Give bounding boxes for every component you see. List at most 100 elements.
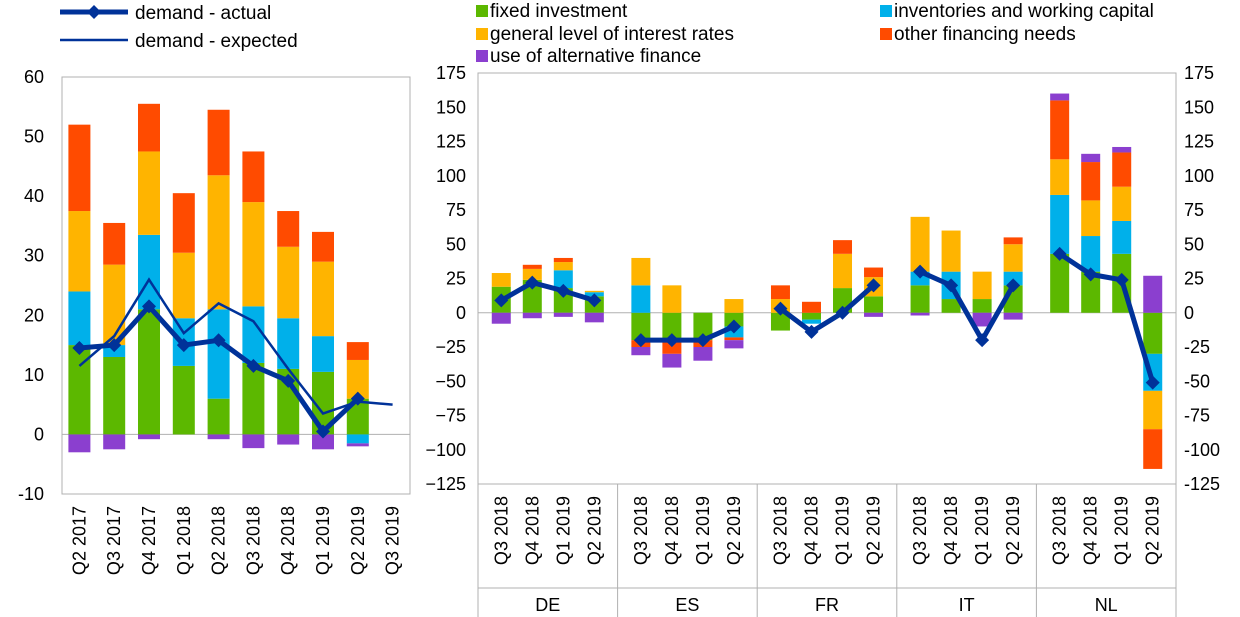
bar-nl-q2-2019-interest-rates [1143, 390, 1163, 430]
bar-nl-q2-2019-other-financing [1143, 429, 1163, 469]
left-bar-q2-2018-inventories [207, 309, 230, 399]
bar-nl-q1-2019-inventories [1112, 220, 1132, 254]
right-x-tick-label: Q4 2018 [941, 496, 961, 565]
left-bar-q2-2017-alternative-finance [68, 434, 91, 453]
bar-it-q2-2019-alternative-finance [1003, 312, 1023, 320]
left-bar-q2-2018-interest-rates [207, 175, 230, 310]
left-bar-q3-2017-alternative-finance [103, 434, 126, 450]
marker-demand-actual-es [695, 333, 710, 348]
left-bar-q3-2017-fixed-investment [103, 356, 126, 435]
left-y-tick-label: 10 [24, 365, 44, 385]
left-bar-q1-2018-interest-rates [172, 252, 195, 319]
right-y-tick-label-right: 175 [1184, 63, 1214, 83]
left-x-tick-label: Q2 2017 [69, 506, 89, 575]
bar-nl-q3-2018-other-financing [1050, 100, 1070, 160]
bar-it-q4-2018-fixed-investment [941, 299, 961, 313]
marker-demand-actual [316, 424, 330, 439]
legend: demand - actual demand - expected fixed … [60, 1, 1154, 67]
legend-item-inventories: inventories and working capital [880, 1, 1154, 22]
bar-fr-q2-2019-fixed-investment [864, 296, 884, 313]
bar-it-q2-2019-interest-rates [1003, 244, 1023, 272]
right-x-tick-label: Q2 2019 [584, 496, 604, 565]
bar-de-q1-2019-alternative-finance [553, 312, 573, 317]
left-bar-q4-2017-other-financing [138, 103, 160, 152]
bar-it-q1-2019-fixed-investment [972, 299, 992, 313]
left-bar-q2-2017-other-financing [68, 124, 91, 212]
marker-demand-actual-fr [835, 305, 850, 320]
bar-nl-q2-2019-alternative-finance [1143, 275, 1163, 313]
bar-fr-q1-2019-interest-rates [833, 253, 853, 289]
right-y-tick-label-left: −125 [425, 474, 466, 494]
marker-demand-actual-nl [1083, 267, 1098, 282]
bar-de-q3-2018-interest-rates [491, 273, 511, 287]
marker-demand-actual-es [664, 333, 679, 348]
legend-item-alternative-finance: use of alternative finance [476, 46, 701, 67]
bar-fr-q4-2018-other-financing [801, 301, 821, 313]
bar-fr-q3-2018-other-financing [770, 285, 790, 300]
left-x-tick-label: Q4 2017 [139, 506, 159, 575]
left-bar-q4-2017-fixed-investment [138, 309, 160, 435]
left-x-tick-label: Q2 2018 [209, 506, 229, 575]
left-bar-q1-2019-inventories [312, 336, 334, 372]
left-x-tick-label: Q2 2019 [348, 506, 368, 575]
left-bar-q2-2019-fixed-investment [346, 398, 369, 435]
marker-demand-actual-it [944, 278, 959, 293]
line-demand-actual-nl [1058, 251, 1156, 384]
bar-nl-q4-2018-alternative-finance [1081, 153, 1101, 163]
legend-label-interest-rates: general level of interest rates [490, 24, 734, 45]
legend-label-other-financing: other financing needs [894, 24, 1076, 45]
group-label-de: DE [535, 595, 560, 615]
left-y-tick-label: 30 [24, 246, 44, 266]
left-bar-q2-2018-alternative-finance [207, 434, 230, 440]
right-x-tick-label: Q3 2018 [491, 496, 511, 565]
legend-label-fixed-investment: fixed investment [490, 1, 628, 22]
right-y-tick-label-left: 75 [446, 200, 466, 220]
bar-it-q3-2018-alternative-finance [910, 312, 930, 316]
bar-de-q1-2019-inventories [553, 270, 573, 289]
bar-es-q1-2019-fixed-investment [693, 312, 713, 341]
bar-nl-q3-2018-fixed-investment [1050, 253, 1070, 313]
right-y-tick-label-right: -100 [1184, 440, 1220, 460]
group-label-nl: NL [1095, 595, 1118, 615]
right-y-tick-label-right: 25 [1184, 269, 1204, 289]
bar-nl-q2-2019-fixed-investment [1143, 312, 1163, 354]
left-y-tick-label: 0 [34, 424, 44, 444]
marker-demand-actual-es [726, 319, 741, 334]
legend-item-fixed-investment: fixed investment [476, 1, 628, 22]
marker-demand-actual [142, 299, 156, 314]
bar-fr-q4-2018-inventories [801, 319, 821, 324]
marker-demand-actual-it [913, 264, 928, 279]
marker-demand-actual-nl [1114, 272, 1129, 287]
marker-demand-actual [281, 373, 296, 388]
right-x-tick-label: Q1 2019 [972, 496, 992, 565]
left-bar-q2-2019-alternative-finance [346, 443, 369, 447]
bar-it-q4-2018-interest-rates [941, 230, 961, 272]
left-bar-q3-2018-interest-rates [242, 202, 265, 307]
left-bar-q2-2019-interest-rates [346, 359, 369, 399]
right-y-tick-label-right: -75 [1184, 406, 1210, 426]
left-x-tick-label: Q3 2019 [383, 506, 403, 575]
bar-it-q1-2019-interest-rates [972, 271, 992, 300]
bar-es-q4-2018-fixed-investment [662, 312, 682, 341]
bar-fr-q3-2018-fixed-investment [770, 312, 790, 331]
left-bar-q4-2018-inventories [277, 318, 300, 369]
marker-demand-actual [72, 341, 87, 356]
left-plot-frame [61, 76, 411, 495]
bar-de-q3-2018-alternative-finance [491, 312, 511, 324]
left-x-tick-label: Q3 2017 [104, 506, 124, 575]
left-bar-q4-2017-inventories [138, 234, 160, 310]
left-bar-q1-2019-other-financing [312, 231, 334, 262]
left-y-tick-label: 50 [24, 127, 44, 147]
line-demand-actual-es [640, 324, 735, 343]
right-y-tick-label-left: 50 [446, 234, 466, 254]
bar-it-q3-2018-interest-rates [910, 216, 930, 272]
bar-nl-q1-2019-other-financing [1112, 152, 1132, 187]
right-y-tick-label-left: 175 [436, 63, 466, 83]
marker-demand-actual-fr [866, 278, 881, 293]
right-x-tick-label: Q3 2018 [910, 496, 930, 565]
bar-nl-q1-2019-interest-rates [1112, 186, 1132, 221]
marker-demand-actual [176, 338, 191, 353]
bar-fr-q4-2018-fixed-investment [801, 312, 821, 320]
marker-demand-actual-de [556, 283, 571, 298]
